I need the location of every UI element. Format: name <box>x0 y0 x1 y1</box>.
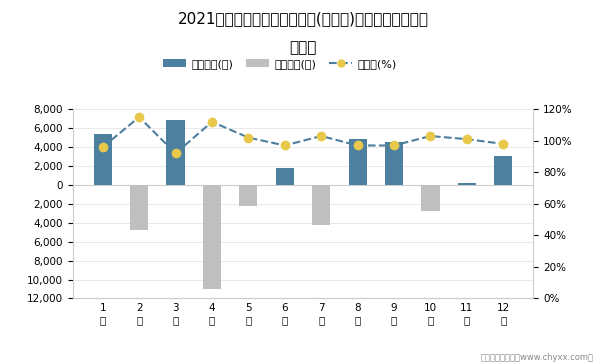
产销率(%) <box>245 135 252 140</box>
产销率(%) <box>390 143 398 148</box>
产销率(%) <box>318 134 325 138</box>
产销率(%) <box>281 143 288 148</box>
产销率(%) <box>463 137 470 141</box>
产销率(%) <box>499 142 507 146</box>
Bar <box>203 185 221 289</box>
Text: 统计图: 统计图 <box>289 40 317 55</box>
产销率(%) <box>208 120 216 124</box>
Text: 制图：智研咨询（www.chyxx.com）: 制图：智研咨询（www.chyxx.com） <box>481 353 594 362</box>
Text: 2021年宗申产业集团有限公司(摩托车)库存情况及产销率: 2021年宗申产业集团有限公司(摩托车)库存情况及产销率 <box>178 11 428 26</box>
Bar <box>421 185 439 211</box>
Bar <box>385 142 403 185</box>
产销率(%) <box>172 151 179 155</box>
Line: 产销率(%): 产销率(%) <box>99 113 507 158</box>
产销率(%) <box>99 145 107 149</box>
Bar <box>94 134 112 185</box>
Bar <box>130 185 148 230</box>
Bar <box>312 185 330 225</box>
产销率(%) <box>354 143 361 148</box>
Bar <box>348 139 367 185</box>
Legend: 积压库存(辆), 清仓库存(辆), 产销率(%): 积压库存(辆), 清仓库存(辆), 产销率(%) <box>159 54 401 73</box>
Bar <box>494 155 512 185</box>
Bar <box>167 120 185 185</box>
Bar <box>276 168 294 185</box>
产销率(%) <box>427 134 434 138</box>
Bar <box>458 183 476 185</box>
产销率(%) <box>136 115 143 119</box>
Bar <box>239 185 258 206</box>
